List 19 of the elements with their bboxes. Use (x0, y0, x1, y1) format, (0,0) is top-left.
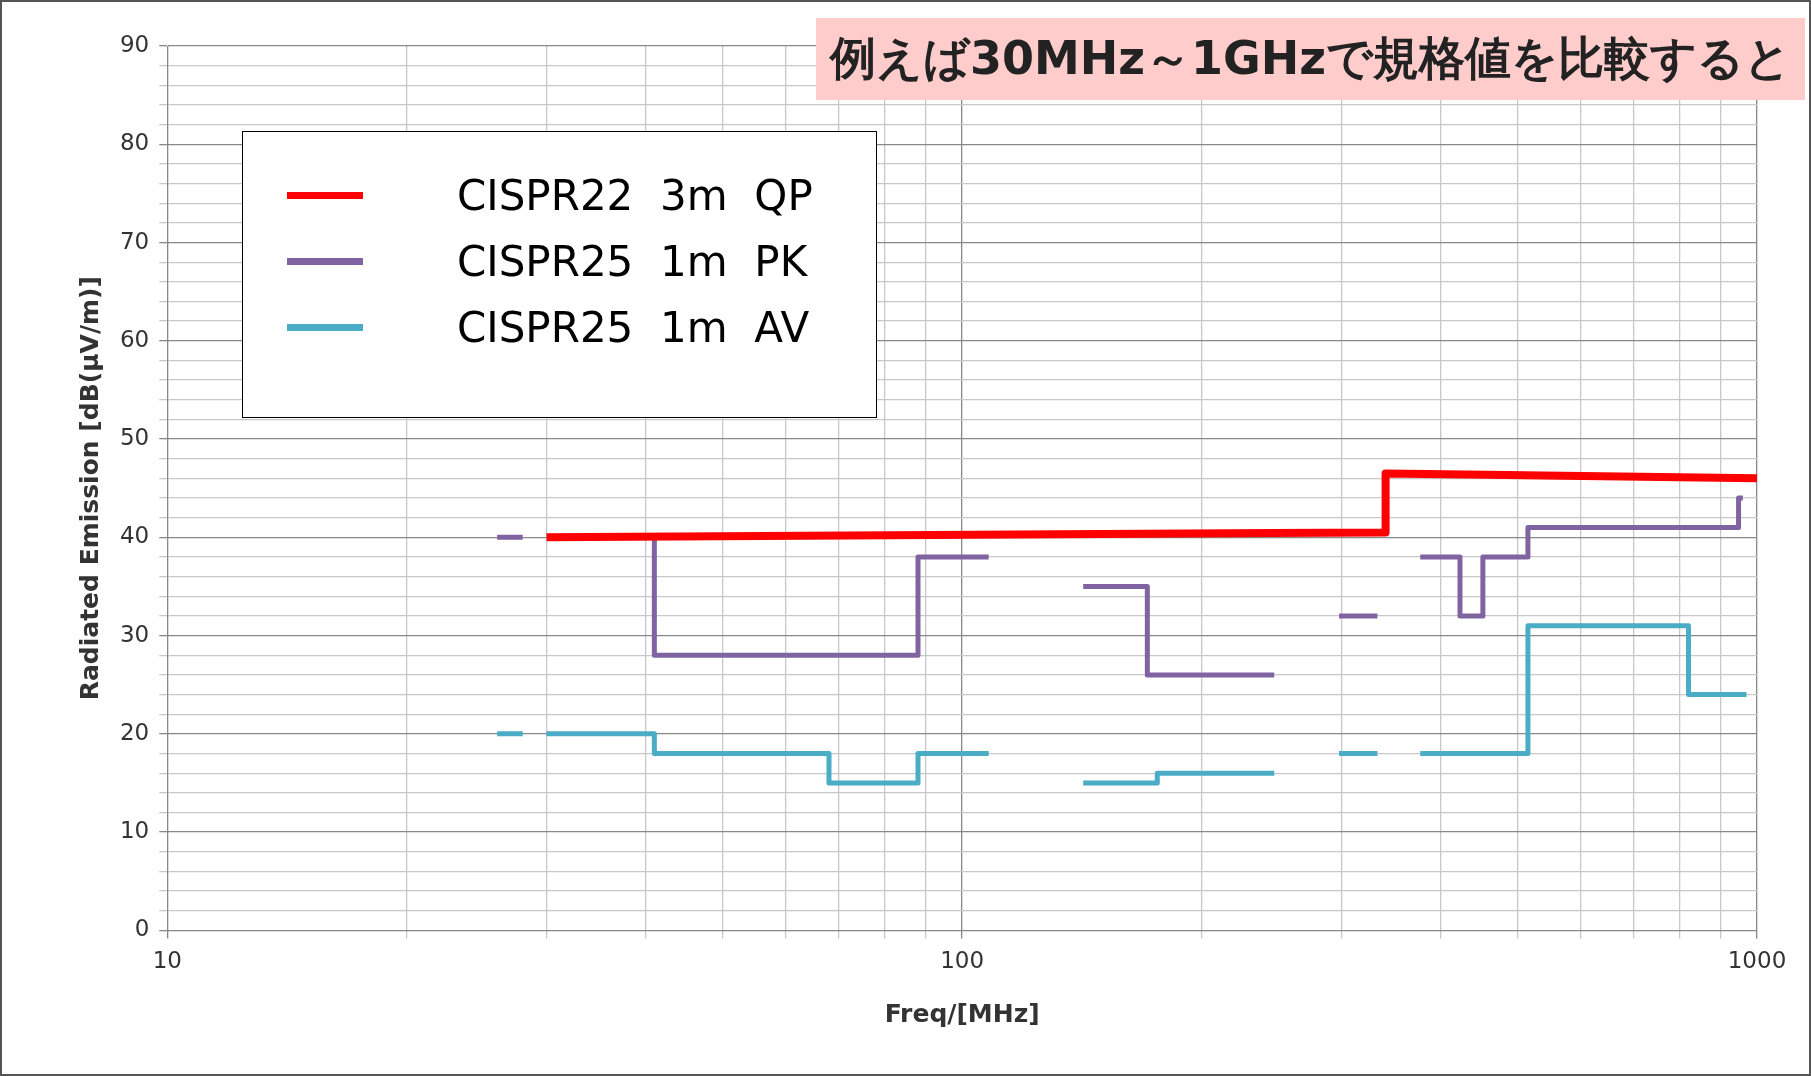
x-tick-label: 1000 (1727, 947, 1787, 974)
legend-label: CISPR25 1m PK (457, 236, 808, 286)
x-tick-label: 10 (152, 947, 182, 974)
y-tick-label: 40 (119, 522, 150, 549)
y-tick-label: 60 (119, 325, 150, 352)
x-tick-label: 100 (940, 947, 985, 974)
legend-label: CISPR25 1m AV (457, 302, 810, 352)
y-tick-label: 80 (119, 129, 150, 156)
y-tick-label: 90 (119, 30, 150, 57)
y-tick-label: 30 (119, 620, 150, 647)
y-tick-label: 70 (119, 227, 150, 254)
chart-title: 例えば30MHz～1GHzで規格値を比較すると (815, 18, 1805, 100)
y-axis-title: Radiated Emission [dB(μV/m)] (74, 276, 104, 701)
legend-label: CISPR22 3m QP (457, 170, 813, 220)
y-tick-label: 50 (119, 424, 150, 451)
x-axis-title: Freq/[MHz] (884, 998, 1040, 1028)
y-tick-label: 0 (134, 915, 150, 942)
y-tick-label: 10 (119, 817, 150, 844)
y-tick-label: 20 (119, 718, 150, 745)
